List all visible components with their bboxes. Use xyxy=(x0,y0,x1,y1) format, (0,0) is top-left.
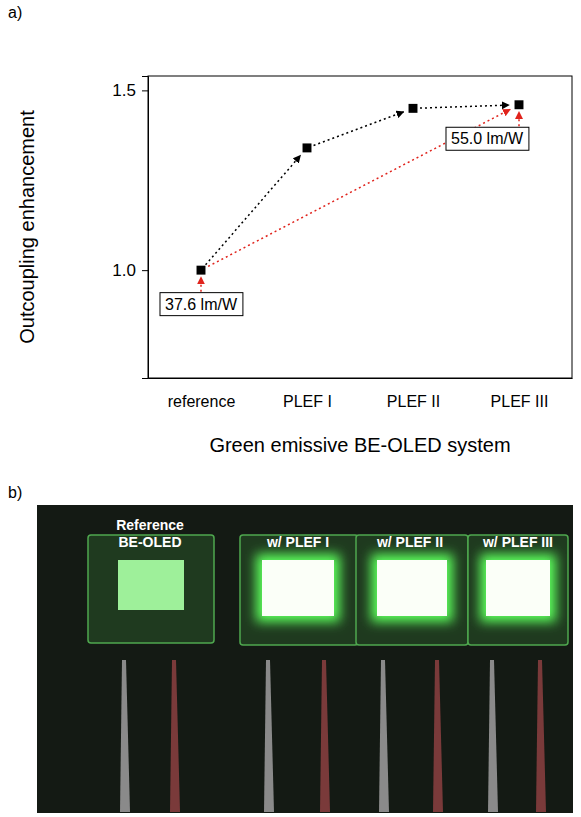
device-glow xyxy=(256,554,340,622)
x-axis: reference PLEF I PLEF II PLEF III xyxy=(149,378,573,410)
probe xyxy=(488,660,498,812)
data-point xyxy=(515,100,524,109)
y-tick-mark xyxy=(142,90,148,91)
data-point xyxy=(409,104,418,113)
annotation-text: 37.6 lm/W xyxy=(165,296,238,313)
device-label: w/ PLEF II xyxy=(376,534,443,550)
annotation-arrow xyxy=(518,112,520,127)
photo-background xyxy=(37,505,573,813)
photo: ReferenceBE-OLED w/ PLEF I w/ PLEF II w/ PL… xyxy=(37,505,573,813)
probe xyxy=(379,660,389,812)
line-segment xyxy=(420,105,509,108)
device-label: Reference xyxy=(116,517,184,533)
device: ReferenceBE-OLED xyxy=(88,517,214,812)
x-tick-label: PLEF II xyxy=(387,393,440,410)
probe xyxy=(170,660,180,812)
device-glow xyxy=(480,554,556,622)
plot-marks xyxy=(197,100,524,274)
probe xyxy=(320,660,330,812)
device-emission xyxy=(262,560,334,616)
annotation-arrow xyxy=(200,277,202,292)
device: w/ PLEF I xyxy=(240,534,358,812)
x-axis-title: Green emissive BE-OLED system xyxy=(209,434,510,456)
annotations: 37.6 lm/W 55.0 lm/W xyxy=(160,112,529,316)
device-glass xyxy=(356,535,468,645)
figure: a) b) 1.0 1.5 reference PLEF I PLEF II PLEF III… xyxy=(0,0,581,817)
device: w/ PLEF III xyxy=(468,534,568,812)
panel-letter: b) xyxy=(8,484,22,501)
device-glass xyxy=(468,535,568,645)
device: w/ PLEF II xyxy=(356,534,468,812)
data-point xyxy=(197,266,206,275)
annotation: 55.0 lm/W xyxy=(446,112,529,151)
x-tick: PLEF I xyxy=(283,378,332,410)
x-tick-label: reference xyxy=(168,393,236,410)
device-label: w/ PLEF I xyxy=(266,534,329,550)
annotation-box xyxy=(160,293,243,316)
x-tick-label: PLEF III xyxy=(491,393,549,410)
x-tick: PLEF III xyxy=(491,378,549,410)
device-glass xyxy=(88,535,214,643)
device-emission xyxy=(118,560,184,610)
y-axis: 1.0 1.5 xyxy=(112,77,148,379)
plot-frame xyxy=(148,76,572,378)
device-emission xyxy=(377,560,447,616)
annotation: 37.6 lm/W xyxy=(160,277,243,316)
probe xyxy=(536,660,546,812)
x-tick: reference xyxy=(168,378,236,410)
data-point xyxy=(303,143,312,152)
y-tick: 1.0 xyxy=(112,261,148,280)
x-tick-label: PLEF I xyxy=(283,393,332,410)
device-glow xyxy=(371,554,453,622)
y-tick-label: 1.0 xyxy=(112,261,136,280)
y-tick: 1.5 xyxy=(112,81,148,100)
y-axis-title: Outcoupling enhancement xyxy=(16,110,38,344)
device-label: w/ PLEF III xyxy=(482,534,553,550)
annotation-text: 55.0 lm/W xyxy=(451,130,524,147)
y-tick-mark xyxy=(142,270,148,271)
probe xyxy=(433,660,443,812)
device-label: BE-OLED xyxy=(119,534,182,550)
annotation-box xyxy=(446,127,529,150)
line-segment xyxy=(206,155,301,264)
probe xyxy=(120,660,130,812)
panel-letter: a) xyxy=(8,4,22,21)
device-glass xyxy=(240,535,358,645)
line-segment xyxy=(314,112,404,146)
device-emission xyxy=(486,560,550,616)
probe xyxy=(264,660,274,812)
y-axis-line xyxy=(142,77,149,379)
x-axis-line xyxy=(149,378,573,379)
y-tick-label: 1.5 xyxy=(112,81,136,100)
x-tick: PLEF II xyxy=(387,378,440,410)
